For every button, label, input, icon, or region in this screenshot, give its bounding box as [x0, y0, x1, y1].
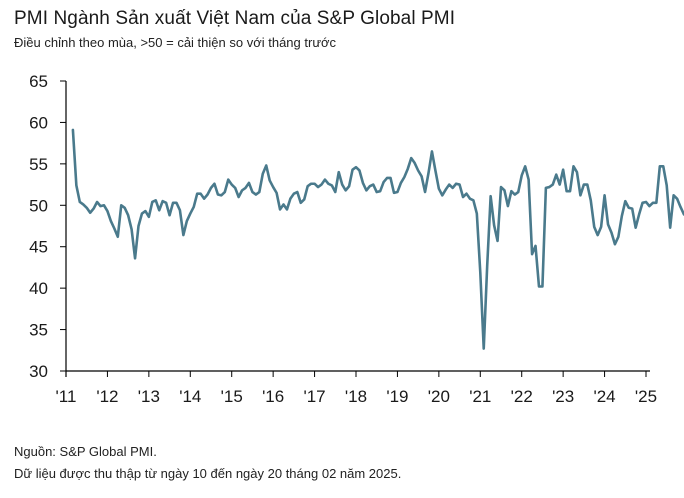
y-tick-label: 30	[29, 362, 48, 381]
x-tick-label: '15	[221, 387, 243, 406]
x-tick-label: '22	[511, 387, 533, 406]
x-tick-label: '13	[138, 387, 160, 406]
y-tick-label: 65	[29, 72, 48, 91]
x-tick-label: '12	[96, 387, 118, 406]
x-tick-label: '23	[552, 387, 574, 406]
x-tick-label: '14	[179, 387, 201, 406]
x-tick-label: '11	[56, 387, 77, 406]
y-tick-label: 45	[29, 238, 48, 257]
y-tick-label: 55	[29, 155, 48, 174]
x-tick-label: '18	[345, 387, 367, 406]
x-tick-label: '17	[303, 387, 325, 406]
chart-subtitle: Điều chỉnh theo mùa, >50 = cải thiện so …	[14, 35, 337, 50]
chart-title: PMI Ngành Sản xuất Việt Nam của S&P Glob…	[14, 8, 456, 29]
y-tick-label: 60	[29, 113, 48, 132]
x-tick-label: '16	[262, 387, 284, 406]
x-tick-label: '19	[386, 387, 408, 406]
y-tick-label: 50	[29, 196, 48, 215]
pmi-series-line	[71, 128, 684, 350]
x-tick-label: '20	[428, 387, 450, 406]
x-tick-label: '24	[593, 387, 615, 406]
y-tick-label: 40	[29, 279, 48, 298]
source-note: Nguồn: S&P Global PMI.	[14, 444, 157, 459]
y-tick-label: 35	[29, 321, 48, 340]
x-tick-label: '21	[469, 387, 491, 406]
x-tick-label: '25	[635, 387, 657, 406]
collection-note: Dữ liệu được thu thập từ ngày 10 đến ngà…	[14, 466, 402, 481]
